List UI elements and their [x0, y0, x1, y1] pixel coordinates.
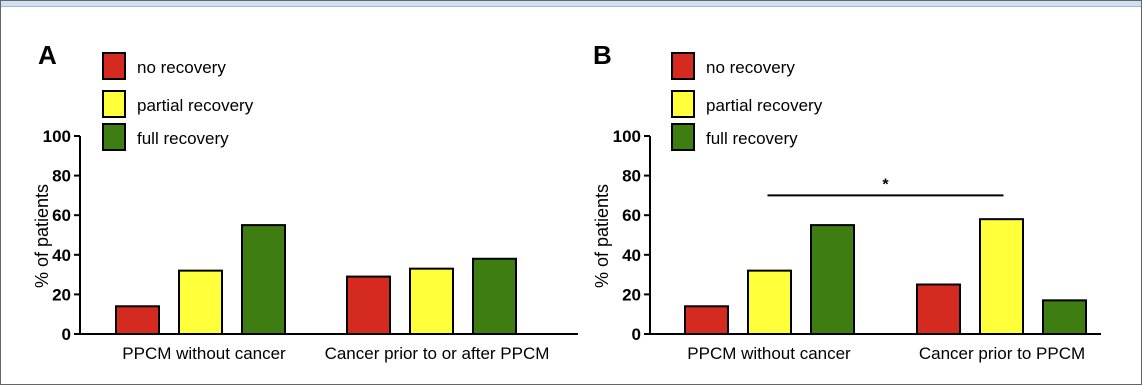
y-tick-label: 80 [52, 167, 71, 186]
y-tick-label: 20 [52, 285, 71, 304]
legend-swatch-no-recovery [671, 52, 695, 80]
y-tick-label: 80 [622, 167, 641, 186]
bar-partial-recovery-1 [979, 218, 1024, 335]
bar-no-recovery-1 [346, 275, 391, 335]
y-tick-label: 60 [622, 206, 641, 225]
y-tick-label: 100 [43, 127, 71, 146]
bar-full-recovery-0 [810, 224, 855, 336]
y-axis-label: % of patients [32, 184, 52, 288]
bar-partial-recovery-1 [409, 267, 454, 335]
bar-no-recovery-0 [684, 305, 729, 335]
legend-swatch-full-recovery [671, 123, 695, 151]
y-tick-label: 40 [52, 246, 71, 265]
bar-partial-recovery-0 [178, 269, 223, 336]
legend-label-full-recovery: full recovery [706, 129, 798, 148]
panel-letter: A [38, 40, 57, 70]
legend-swatch-no-recovery [102, 52, 126, 80]
legend-swatch-full-recovery [102, 123, 126, 151]
category-label: Cancer prior to PPCM [919, 344, 1085, 363]
top-header-band [0, 0, 1142, 7]
significance-marker: * [882, 176, 889, 193]
y-axis-label: % of patients [592, 184, 612, 288]
legend-swatch-partial-recovery [671, 90, 695, 118]
legend-label-no-recovery: no recovery [137, 58, 226, 77]
bar-full-recovery-1 [1042, 299, 1087, 335]
category-label: PPCM without cancer [122, 344, 286, 363]
bar-no-recovery-0 [115, 305, 160, 335]
legend-label-full-recovery: full recovery [137, 129, 229, 148]
category-label: PPCM without cancer [687, 344, 851, 363]
y-tick-label: 20 [622, 285, 641, 304]
y-tick-label: 0 [632, 325, 641, 344]
bar-full-recovery-1 [472, 257, 517, 336]
legend-label-no-recovery: no recovery [706, 58, 795, 77]
y-tick-label: 40 [622, 246, 641, 265]
y-tick-label: 60 [52, 206, 71, 225]
y-tick-label: 0 [62, 325, 71, 344]
legend-label-partial-recovery: partial recovery [137, 96, 254, 115]
y-tick-label: 100 [613, 127, 641, 146]
panel-letter: B [593, 40, 612, 70]
legend-label-partial-recovery: partial recovery [706, 96, 823, 115]
bar-full-recovery-0 [241, 224, 286, 336]
bar-no-recovery-1 [916, 283, 961, 335]
bar-partial-recovery-0 [747, 269, 792, 336]
legend-swatch-partial-recovery [102, 90, 126, 118]
category-label: Cancer prior to or after PPCM [325, 344, 550, 363]
